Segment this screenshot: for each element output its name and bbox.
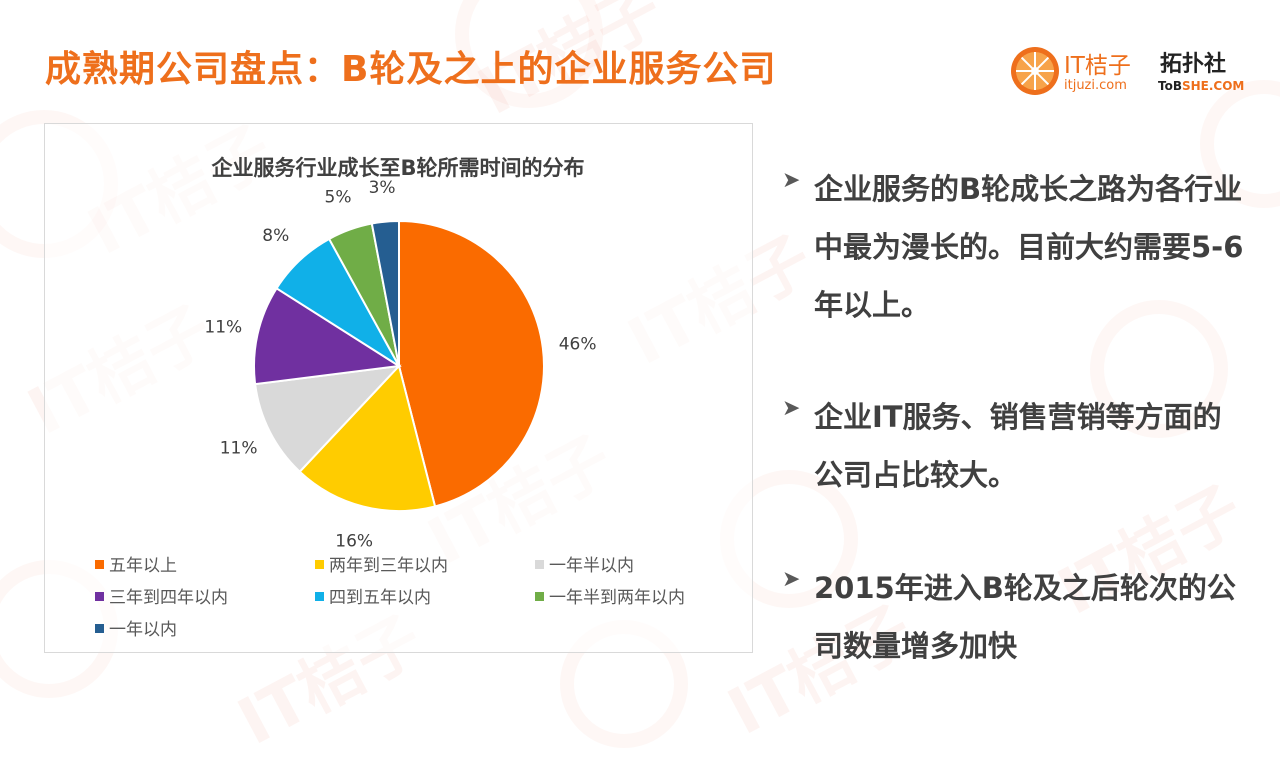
bullet-text: 企业服务的B轮成长之路为各行业中最为漫长的。目前大约需要5-6年以上。: [814, 172, 1244, 322]
itjuzi-url: itjuzi.com: [1064, 78, 1127, 93]
orange-logo-icon: [1011, 47, 1059, 95]
slice-percent-label: 8%: [262, 226, 289, 246]
legend-label: 一年半以内: [549, 556, 634, 576]
pie-slice: [253, 286, 402, 386]
pie-slice: [370, 219, 400, 367]
slice-percent-label: 11%: [220, 439, 258, 459]
pie-chart-area: 企业服务行业成长至B轮所需时间的分布 46% 16% 11% 11% 8% 5% 3% 五年…: [44, 123, 753, 653]
chart-title: 企业服务行业成长至B轮所需时间的分布: [210, 156, 584, 180]
legend-swatch: [535, 592, 544, 601]
legend-swatch: [95, 592, 104, 601]
bullet-text: 2015年进入B轮及之后轮次的公司数量增多加快: [814, 571, 1236, 663]
pie-chart: 企业服务行业成长至B轮所需时间的分布 46% 16% 11% 11% 8% 5% 3% 五年…: [95, 156, 685, 640]
slice-percent-label: 3%: [369, 178, 396, 198]
legend-label: 两年到三年以内: [329, 556, 448, 576]
legend-swatch: [95, 560, 104, 569]
arrow-bullet-icon: ➤: [782, 567, 801, 592]
legend-swatch: [315, 560, 324, 569]
legend-label: 一年以内: [109, 620, 177, 640]
legend-swatch: [535, 560, 544, 569]
pie-slice: [398, 219, 545, 508]
legend-label: 一年半到两年以内: [549, 588, 685, 608]
tobshe-url: ToBSHE.COM: [1158, 79, 1244, 93]
slice-percent-label: 46%: [559, 334, 597, 354]
pie-slice: [254, 364, 402, 474]
slice-percent-label: 5%: [325, 188, 352, 208]
arrow-bullet-icon: ➤: [782, 396, 801, 421]
tobshe-url-suffix: SHE.COM: [1181, 79, 1245, 93]
arrow-bullet-icon: ➤: [782, 168, 801, 193]
pie-slice: [298, 363, 437, 512]
bullet-text: 企业IT服务、销售营销等方面的公司占比较大。: [814, 400, 1222, 492]
legend-label: 四到五年以内: [329, 588, 431, 608]
tobshe-url-prefix: ToB: [1158, 79, 1182, 93]
slice-percent-label: 16%: [335, 531, 373, 551]
tobshe-brand: 拓扑社: [1160, 52, 1227, 77]
page-title: 成熟期公司盘点：B轮及之上的企业服务公司: [45, 49, 777, 90]
legend-swatch: [95, 624, 104, 633]
legend-swatch: [315, 592, 324, 601]
legend-label: 三年到四年以内: [109, 588, 228, 608]
slice-percent-label: 11%: [204, 318, 242, 338]
legend-label: 五年以上: [109, 556, 177, 576]
itjuzi-brand: IT桔子: [1064, 53, 1131, 79]
